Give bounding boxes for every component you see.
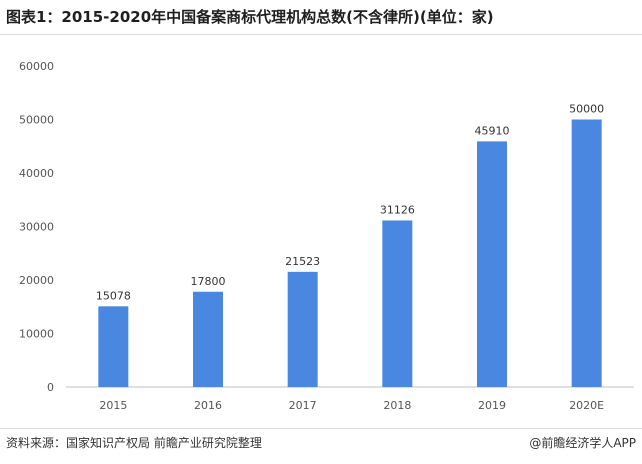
credit-note: @前瞻经济学人APP <box>529 436 636 450</box>
bar-value-label: 50000 <box>569 103 604 116</box>
bar-chart: 0 10000 20000 30000 40000 50000 60000 2015 2016… <box>19 60 634 412</box>
x-tick-label: 2020E <box>569 399 604 412</box>
y-tick-label: 0 <box>47 381 54 394</box>
bar-2016 <box>193 291 223 387</box>
bar-2019 <box>477 141 507 387</box>
footer-divider <box>0 428 642 429</box>
y-tick-label: 60000 <box>19 60 54 73</box>
y-tick-label: 40000 <box>19 167 54 180</box>
bar-value-label: 17800 <box>191 275 226 288</box>
chart-title: 图表1：2015-2020年中国备案商标代理机构总数(不含律所)(单位：家) <box>6 8 494 26</box>
bar-2015 <box>98 306 129 387</box>
x-tick-label: 2019 <box>478 399 506 412</box>
x-tick-label: 2015 <box>99 399 127 412</box>
bar-value-label: 31126 <box>380 203 415 216</box>
bar-value-label: 15078 <box>96 289 131 302</box>
bar-2017 <box>287 271 318 387</box>
x-axis: 2015 2016 2017 2018 2019 2020E <box>66 386 634 412</box>
x-tick-label: 2016 <box>194 399 222 412</box>
y-tick-label: 20000 <box>19 274 54 287</box>
bar-value-label: 45910 <box>475 124 510 137</box>
x-tick-label: 2018 <box>383 399 411 412</box>
title-divider <box>0 34 642 35</box>
bar-2018 <box>382 220 413 387</box>
y-tick-label: 50000 <box>19 114 54 127</box>
bars: 15078 17800 21523 31126 45910 50000 <box>96 103 604 387</box>
source-note: 资料来源：国家知识产权局 前瞻产业研究院整理 <box>6 436 262 450</box>
y-tick-label: 30000 <box>19 221 54 234</box>
bar-2020E <box>571 119 602 387</box>
y-axis: 0 10000 20000 30000 40000 50000 60000 <box>19 60 54 394</box>
y-tick-label: 10000 <box>19 328 54 341</box>
bar-value-label: 21523 <box>285 255 320 268</box>
x-tick-label: 2017 <box>289 399 317 412</box>
